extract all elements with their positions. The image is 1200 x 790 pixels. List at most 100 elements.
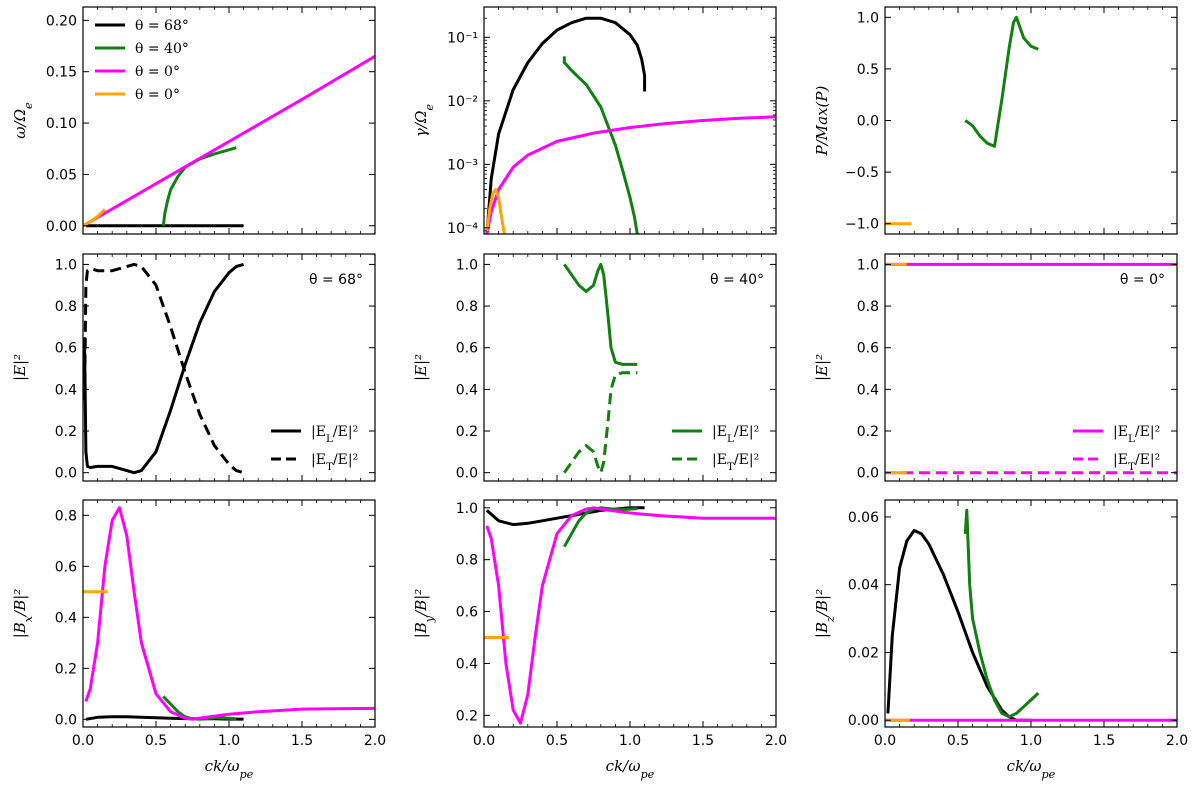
x-tick-label-bx-1: 0.5 bbox=[145, 733, 167, 749]
y-tick-label-e68-2: 0.4 bbox=[55, 382, 77, 398]
panel-gamma: 10⁻⁴ 10⁻³ 10⁻² 10⁻¹ γ/Ωe bbox=[412, 6, 777, 237]
x-tick-label-bx-2: 1.0 bbox=[218, 733, 240, 749]
series-line-by-2 bbox=[485, 506, 776, 725]
y-tick-label-bx-2: 0.4 bbox=[55, 610, 77, 626]
legend-label-e0-1: |ET/E|² bbox=[1113, 452, 1160, 473]
y-tick-label-gamma-2: 10⁻² bbox=[447, 94, 478, 110]
y-tick-label-polarization-4: 1.0 bbox=[857, 10, 879, 26]
panel-e40: 0.0 0.2 0.4 0.6 0.8 1.0 |E|² θ = 40° |EL/E|² |ET/… bbox=[412, 253, 777, 482]
y-tick-label-bz-1: 0.02 bbox=[848, 645, 879, 661]
axes-frame-e68 bbox=[82, 253, 376, 482]
y-axis-label-e40: |E|² bbox=[412, 354, 430, 381]
y-tick-label-gamma-0: 10⁻⁴ bbox=[447, 221, 478, 237]
panel-polarization: −1.0 −0.5 0.0 0.5 1.0 P/Max(P) bbox=[813, 6, 1178, 235]
axes-frame-e40 bbox=[483, 253, 777, 482]
x-tick-label-by-2: 1.0 bbox=[619, 733, 641, 749]
panel-omega: 0.00 0.05 0.10 0.15 0.20 ω/Ωe θ = 68° θ = 40° θ … bbox=[11, 6, 376, 235]
axes-frame-bz bbox=[884, 499, 1178, 728]
series-line-e40-1 bbox=[563, 371, 638, 475]
x-tick-label-bx-4: 2.0 bbox=[364, 733, 386, 749]
panel-by: 0.0 0.5 1.0 1.5 2.0 0.2 0.4 0.6 0.8 1.0 |By/B|² ck/… bbox=[412, 499, 787, 781]
y-tick-label-bx-1: 0.2 bbox=[55, 661, 77, 677]
y-tick-label-by-0: 0.2 bbox=[456, 708, 478, 724]
x-axis-label-bz: ck/ωpe bbox=[1007, 757, 1056, 781]
x-tick-label-bz-1: 0.5 bbox=[947, 733, 969, 749]
series-line-bz-1 bbox=[963, 508, 1040, 719]
legend-label-e68-0: |EL/E|² bbox=[311, 424, 358, 445]
y-tick-label-e68-5: 1.0 bbox=[55, 257, 77, 273]
series-line-e40-0 bbox=[563, 262, 638, 366]
series-line-gamma-3 bbox=[485, 188, 506, 234]
axes-frame-e0 bbox=[884, 253, 1178, 482]
y-tick-label-e68-4: 0.8 bbox=[55, 299, 77, 315]
series-line-bz-0 bbox=[886, 529, 1031, 722]
panel-e68: 0.0 0.2 0.4 0.6 0.8 1.0 |E|² θ = 68° |EL/E|² |ET/… bbox=[11, 253, 376, 482]
y-tick-label-omega-0: 0.00 bbox=[46, 219, 77, 235]
x-tick-label-by-0: 0.0 bbox=[473, 733, 495, 749]
series-line-e68-0 bbox=[83, 262, 245, 475]
y-tick-label-bz-2: 0.04 bbox=[848, 578, 879, 594]
y-tick-label-e40-1: 0.2 bbox=[456, 424, 478, 440]
x-tick-label-bx-3: 1.5 bbox=[291, 733, 313, 749]
y-tick-label-e68-3: 0.6 bbox=[55, 341, 77, 357]
series-line-bx-2 bbox=[84, 506, 375, 721]
y-tick-label-by-4: 1.0 bbox=[456, 501, 478, 517]
y-tick-label-omega-4: 0.20 bbox=[46, 13, 77, 29]
y-tick-label-e40-2: 0.4 bbox=[456, 382, 478, 398]
y-axis-label-omega: ω/Ωe bbox=[11, 102, 35, 139]
y-tick-label-polarization-3: 0.5 bbox=[857, 62, 879, 78]
x-axis-label-bx: ck/ωpe bbox=[205, 757, 254, 781]
annotation-e40: θ = 40° bbox=[710, 272, 764, 288]
y-axis-label-polarization: P/Max(P) bbox=[813, 86, 831, 157]
y-axis-label-bx: |Bx/B|² bbox=[11, 589, 35, 639]
y-tick-label-by-3: 0.8 bbox=[456, 553, 478, 569]
series-line-omega-2 bbox=[83, 55, 375, 228]
legend-label-e40-1: |ET/E|² bbox=[712, 452, 759, 473]
y-tick-label-omega-3: 0.15 bbox=[46, 65, 77, 81]
y-tick-label-e0-4: 0.8 bbox=[857, 299, 879, 315]
y-tick-label-e40-0: 0.0 bbox=[456, 466, 478, 482]
legend-label-e40-0: |EL/E|² bbox=[712, 424, 759, 445]
panel-e0: 0.0 0.2 0.4 0.6 0.8 1.0 |E|² θ = 0° |EL/E|² |ET/E… bbox=[813, 253, 1178, 482]
series-line-omega-3 bbox=[83, 208, 106, 228]
legend-label-omega-1: θ = 40° bbox=[135, 41, 189, 57]
y-tick-label-omega-2: 0.10 bbox=[46, 116, 77, 132]
panel-bx: 0.0 0.5 1.0 1.5 2.0 0.0 0.2 0.4 0.6 0.8 |Bx/B|² ck/… bbox=[11, 499, 386, 781]
y-axis-label-e0: |E|² bbox=[813, 354, 831, 381]
y-tick-label-polarization-1: −0.5 bbox=[845, 165, 879, 181]
y-tick-label-gamma-1: 10⁻³ bbox=[447, 157, 478, 173]
y-tick-label-e0-3: 0.6 bbox=[857, 341, 879, 357]
y-tick-label-bx-0: 0.0 bbox=[55, 712, 77, 728]
y-tick-label-bz-3: 0.06 bbox=[848, 510, 879, 526]
x-tick-label-by-3: 1.5 bbox=[692, 733, 714, 749]
panel-bz: 0.0 0.5 1.0 1.5 2.0 0.00 0.02 0.04 0.06 |Bz/B|² ck… bbox=[813, 499, 1188, 781]
legend-label-omega-3: θ = 0° bbox=[135, 87, 180, 103]
legend-label-omega-2: θ = 0° bbox=[135, 64, 180, 80]
y-tick-label-bx-4: 0.8 bbox=[55, 508, 77, 524]
x-axis-label-by: ck/ωpe bbox=[606, 757, 655, 781]
y-tick-label-e0-0: 0.0 bbox=[857, 466, 879, 482]
x-tick-label-by-1: 0.5 bbox=[546, 733, 568, 749]
y-tick-label-gamma-3: 10⁻¹ bbox=[447, 30, 478, 46]
legend-label-e68-1: |ET/E|² bbox=[311, 452, 358, 473]
y-tick-label-polarization-0: −1.0 bbox=[845, 217, 879, 233]
series-line-omega-1 bbox=[161, 146, 237, 226]
series-line-gamma-0 bbox=[485, 16, 647, 234]
y-tick-label-e40-3: 0.6 bbox=[456, 341, 478, 357]
y-tick-label-e68-0: 0.0 bbox=[55, 466, 77, 482]
y-tick-label-bz-0: 0.00 bbox=[848, 713, 879, 729]
y-axis-label-bz: |Bz/B|² bbox=[813, 589, 837, 638]
y-tick-label-e40-4: 0.8 bbox=[456, 299, 478, 315]
y-tick-label-by-2: 0.6 bbox=[456, 605, 478, 621]
x-tick-label-bz-2: 1.0 bbox=[1020, 733, 1042, 749]
x-tick-label-bx-0: 0.0 bbox=[72, 733, 94, 749]
y-tick-label-polarization-2: 0.0 bbox=[857, 114, 879, 130]
x-tick-label-bz-0: 0.0 bbox=[874, 733, 896, 749]
y-tick-label-omega-1: 0.05 bbox=[46, 167, 77, 183]
y-tick-label-e68-1: 0.2 bbox=[55, 424, 77, 440]
axes-frame-polarization bbox=[884, 6, 1178, 235]
y-tick-label-bx-3: 0.6 bbox=[55, 559, 77, 575]
annotation-e68: θ = 68° bbox=[309, 272, 363, 288]
x-tick-label-bz-4: 2.0 bbox=[1166, 733, 1188, 749]
